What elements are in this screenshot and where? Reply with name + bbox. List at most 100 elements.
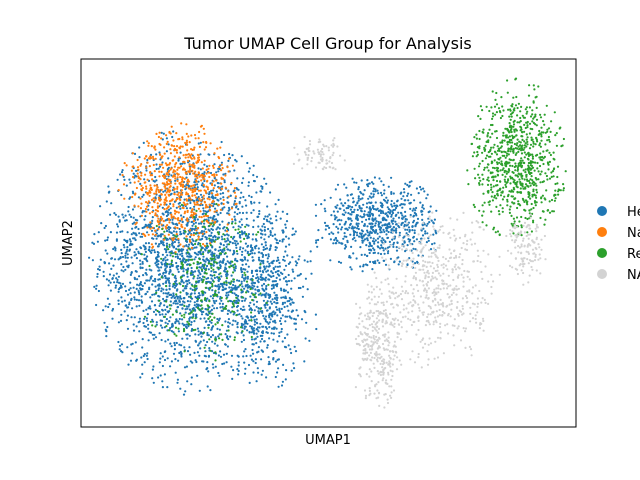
point: [175, 341, 178, 345]
point: [407, 226, 411, 229]
point: [208, 347, 211, 350]
point: [196, 176, 199, 180]
point: [521, 159, 524, 162]
point: [118, 348, 121, 351]
point: [173, 341, 176, 345]
point: [215, 173, 218, 177]
point: [338, 223, 341, 226]
point: [541, 180, 544, 184]
point: [433, 218, 436, 221]
point: [404, 199, 407, 202]
point: [262, 246, 265, 249]
point: [120, 313, 123, 316]
point: [205, 185, 208, 188]
point: [505, 185, 508, 188]
point: [106, 297, 109, 300]
point: [165, 251, 168, 254]
point: [282, 296, 285, 299]
point: [391, 211, 395, 215]
point: [545, 189, 548, 192]
point: [268, 213, 271, 216]
point: [196, 300, 199, 303]
point: [117, 302, 120, 306]
point: [212, 197, 215, 200]
point: [177, 237, 180, 240]
point: [224, 270, 227, 273]
point: [130, 215, 133, 218]
point: [496, 149, 500, 152]
point: [499, 194, 503, 197]
point: [138, 330, 141, 333]
point: [346, 194, 349, 197]
point: [167, 291, 170, 294]
point: [276, 210, 279, 213]
point: [240, 191, 243, 194]
point: [269, 233, 272, 236]
point: [133, 204, 136, 207]
point: [157, 273, 161, 276]
point: [492, 146, 495, 149]
point: [131, 175, 135, 179]
point: [253, 201, 256, 204]
point: [369, 260, 372, 263]
point: [542, 131, 545, 134]
point: [230, 354, 234, 357]
point: [416, 217, 420, 220]
point: [240, 291, 243, 294]
point: [517, 102, 521, 105]
point: [540, 126, 543, 129]
point: [534, 204, 537, 207]
point: [509, 118, 512, 121]
point: [321, 236, 324, 239]
point: [126, 241, 129, 244]
point: [415, 206, 418, 210]
point: [481, 173, 484, 176]
point: [470, 142, 474, 145]
point: [538, 164, 542, 168]
point: [242, 247, 245, 250]
point: [141, 363, 144, 366]
point: [283, 305, 286, 309]
point: [386, 252, 390, 255]
point: [368, 201, 371, 204]
point: [268, 294, 271, 297]
point: [131, 227, 134, 230]
point: [511, 195, 514, 198]
point: [525, 106, 529, 109]
point: [374, 224, 377, 227]
point: [357, 195, 360, 198]
point: [104, 239, 107, 242]
point: [379, 191, 383, 194]
point: [182, 274, 185, 277]
point: [197, 180, 200, 183]
point: [157, 190, 161, 194]
point: [255, 175, 259, 178]
point: [370, 201, 373, 204]
point: [137, 175, 140, 178]
point: [270, 332, 273, 335]
point: [344, 220, 347, 223]
point: [162, 272, 165, 275]
point: [93, 233, 96, 236]
point: [133, 298, 136, 301]
point: [163, 177, 167, 180]
point: [179, 243, 182, 246]
point: [167, 233, 170, 236]
point: [351, 177, 354, 180]
point: [271, 280, 274, 283]
point: [190, 292, 193, 295]
point: [177, 248, 180, 251]
point: [284, 223, 287, 226]
point: [168, 263, 171, 266]
point: [96, 272, 99, 276]
point: [177, 191, 180, 194]
point: [184, 141, 187, 144]
point: [488, 150, 492, 153]
point: [140, 283, 143, 286]
point: [396, 241, 399, 244]
point: [166, 224, 169, 227]
point: [192, 309, 195, 312]
point: [257, 247, 260, 250]
point: [548, 160, 552, 163]
point: [297, 286, 300, 290]
